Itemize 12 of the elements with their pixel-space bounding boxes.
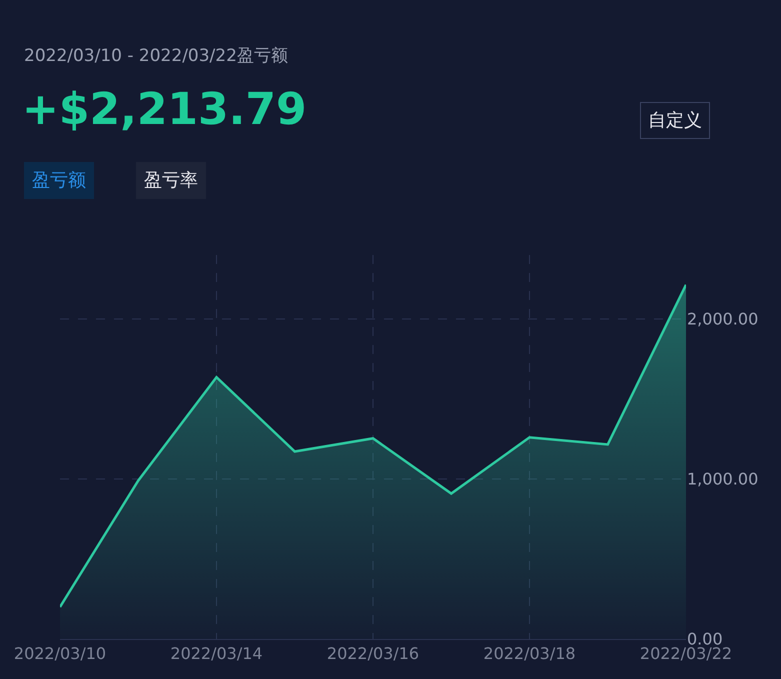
chart-subtitle: 2022/03/10 - 2022/03/22盈亏额 [24, 46, 288, 66]
x-tick-label: 2022/03/18 [483, 644, 576, 664]
x-tick-label: 2022/03/10 [14, 644, 106, 664]
x-tick-label: 2022/03/14 [170, 644, 263, 664]
text: 盈亏率 [144, 170, 198, 191]
text: 盈亏额 [32, 170, 86, 191]
y-tick-label: 2,000.00 [687, 310, 758, 329]
text: 自定义 [648, 110, 702, 131]
x-tick-label: 2022/03/16 [326, 644, 420, 664]
y-tick-label: 1,000.00 [687, 470, 758, 489]
x-tick-label: 2022/03/22 [640, 644, 732, 664]
chart-title: +$2,213.79 [22, 84, 307, 135]
